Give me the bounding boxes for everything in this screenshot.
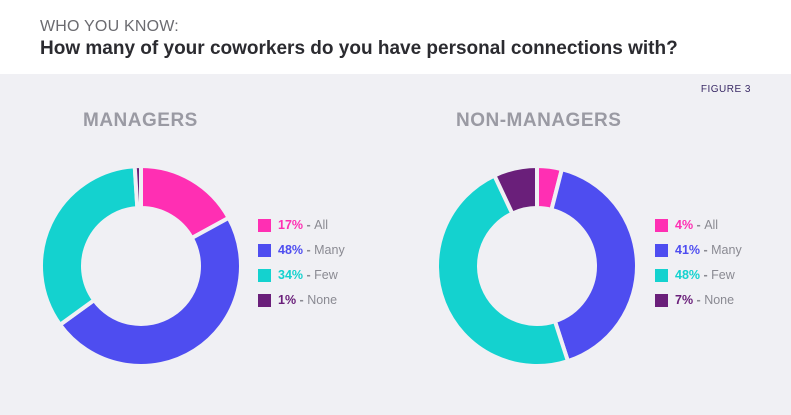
legend-percent: 41% xyxy=(675,243,701,257)
legend-swatch xyxy=(655,269,668,282)
legend-swatch xyxy=(655,294,668,307)
legend-label: None xyxy=(307,293,338,307)
legend-label: Few xyxy=(314,268,338,282)
legend-separator: - xyxy=(700,268,712,282)
legend-swatch xyxy=(655,219,668,232)
figure-panel: FIGURE 3 MANAGERS 17% - All 48% - Many 34%… xyxy=(0,74,791,415)
slice-many xyxy=(549,167,639,364)
header-kicker: WHO YOU KNOW: xyxy=(40,18,179,35)
non-managers-chart: NON-MANAGERS 4% - All 41% - Many 48% - Few… xyxy=(395,74,790,415)
legend-text: 48% - Few xyxy=(675,268,735,282)
chart-title: MANAGERS xyxy=(83,110,198,131)
slice-few xyxy=(435,173,570,368)
legend-separator: - xyxy=(303,268,315,282)
legend-label: All xyxy=(704,218,719,232)
legend-label: Many xyxy=(711,243,742,257)
non-managers-donut xyxy=(435,164,639,368)
slice-many xyxy=(58,215,243,368)
legend-separator: - xyxy=(693,218,705,232)
legend-label: Few xyxy=(711,268,735,282)
slice-none xyxy=(132,164,143,211)
header: WHO YOU KNOW: How many of your coworkers… xyxy=(0,0,791,74)
legend-text: 7% - None xyxy=(675,293,734,307)
legend-text: 17% - All xyxy=(278,218,328,232)
managers-chart: MANAGERS 17% - All 48% - Many 34% - Few 1% … xyxy=(0,74,395,415)
legend-separator: - xyxy=(700,243,712,257)
legend-text: 34% - Few xyxy=(278,268,338,282)
legend-text: 41% - Many xyxy=(675,243,742,257)
legend-swatch xyxy=(258,219,271,232)
legend-separator: - xyxy=(296,293,308,307)
managers-donut xyxy=(39,164,243,368)
page-title: How many of your coworkers do you have p… xyxy=(40,38,678,59)
legend-swatch xyxy=(258,269,271,282)
legend-text: 1% - None xyxy=(278,293,337,307)
legend-separator: - xyxy=(693,293,705,307)
chart-title: NON-MANAGERS xyxy=(456,110,622,131)
legend-percent: 1% xyxy=(278,293,297,307)
legend-swatch xyxy=(258,244,271,257)
legend-label: All xyxy=(314,218,329,232)
legend-separator: - xyxy=(303,243,315,257)
legend-percent: 7% xyxy=(675,293,694,307)
legend-percent: 48% xyxy=(278,243,304,257)
legend-label: Many xyxy=(314,243,345,257)
legend-separator: - xyxy=(303,218,315,232)
legend-swatch xyxy=(258,294,271,307)
legend-swatch xyxy=(655,244,668,257)
legend-label: None xyxy=(704,293,735,307)
legend-percent: 17% xyxy=(278,218,304,232)
slice-few xyxy=(39,164,140,327)
figure-label: FIGURE 3 xyxy=(700,84,751,95)
legend-percent: 48% xyxy=(675,268,701,282)
legend-percent: 34% xyxy=(278,268,304,282)
legend-text: 4% - All xyxy=(675,218,718,232)
legend-text: 48% - Many xyxy=(278,243,345,257)
slice-none xyxy=(492,164,539,216)
legend-percent: 4% xyxy=(675,218,694,232)
